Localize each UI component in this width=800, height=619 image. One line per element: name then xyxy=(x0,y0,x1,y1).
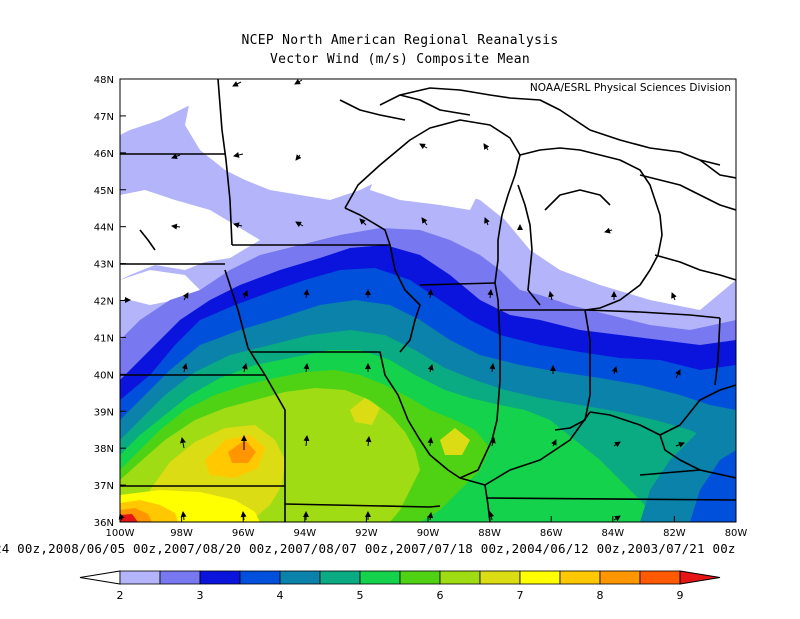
colorbar-tick-label: 8 xyxy=(597,589,604,602)
credit-text: NOAA/ESRL Physical Sciences Division xyxy=(530,82,731,94)
lat-tick-label: 44N xyxy=(94,223,114,234)
composite-dates: 24 00z,2008/06/05 00z,2007/08/20 00z,200… xyxy=(0,541,736,556)
colorbar-swatch xyxy=(119,570,161,585)
map-title-line1: NCEP North American Regional Reanalysis xyxy=(241,33,559,48)
colorbar: 2 3 4 5 6 7 8 9 xyxy=(79,570,721,602)
colorbar-swatch xyxy=(199,570,241,585)
lat-tick-label: 36N xyxy=(94,518,114,529)
lon-tick-label: 80W xyxy=(725,528,748,539)
lat-tick-label: 37N xyxy=(94,481,114,492)
shaded-wind-field xyxy=(120,79,736,522)
colorbar-tick-label: 6 xyxy=(437,589,444,602)
lat-tick-label: 43N xyxy=(94,260,114,271)
colorbar-swatch xyxy=(479,570,521,585)
lat-tick-label: 41N xyxy=(94,333,114,344)
lon-tick-label: 96W xyxy=(232,528,255,539)
colorbar-swatch xyxy=(559,570,601,585)
colorbar-swatch xyxy=(279,570,321,585)
colorbar-swatch xyxy=(159,570,201,585)
colorbar-swatch xyxy=(439,570,481,585)
lon-tick-label: 86W xyxy=(540,528,563,539)
colorbar-left-arrow xyxy=(79,570,121,585)
state-boundaries xyxy=(120,79,736,522)
latitude-axis: 48N 47N 46N 45N 44N 43N 42N 41N 40N 39N 38N 37N 36N xyxy=(94,75,126,529)
credit-box xyxy=(505,80,735,94)
lon-tick-label: 100W xyxy=(106,528,135,539)
lon-tick-label: 92W xyxy=(355,528,378,539)
lat-tick-label: 45N xyxy=(94,186,114,197)
lon-tick-label: 82W xyxy=(663,528,686,539)
lat-tick-label: 42N xyxy=(94,297,114,308)
map-title-line2: Vector Wind (m/s) Composite Mean xyxy=(269,52,531,67)
lon-tick-label: 94W xyxy=(293,528,316,539)
colorbar-tick-label: 3 xyxy=(197,589,204,602)
lon-tick-label: 84W xyxy=(601,528,624,539)
colorbar-swatch xyxy=(639,570,681,585)
colorbar-swatch xyxy=(399,570,441,585)
colorbar-tick-label: 9 xyxy=(677,589,684,602)
colorbar-tick-label: 7 xyxy=(517,589,524,602)
colorbar-right-arrow xyxy=(679,570,721,585)
lon-tick-label: 88W xyxy=(478,528,501,539)
lat-tick-label: 46N xyxy=(94,149,114,160)
lat-tick-label: 47N xyxy=(94,112,114,123)
colorbar-swatch xyxy=(319,570,361,585)
colorbar-tick-label: 2 xyxy=(117,589,124,602)
lat-tick-label: 38N xyxy=(94,444,114,455)
colorbar-tick-label: 5 xyxy=(357,589,364,602)
colorbar-swatch xyxy=(599,570,641,585)
lon-tick-label: 98W xyxy=(170,528,193,539)
lat-tick-label: 48N xyxy=(94,75,114,86)
colorbar-swatch xyxy=(359,570,401,585)
colorbar-swatch xyxy=(519,570,561,585)
lat-tick-label: 39N xyxy=(94,407,114,418)
lon-tick-label: 90W xyxy=(417,528,440,539)
wind-vectors xyxy=(118,78,685,522)
colorbar-swatch xyxy=(239,570,281,585)
longitude-axis: 100W 98W 96W 94W 92W 90W 88W 86W 84W 82W 80W xyxy=(106,516,748,539)
lat-tick-label: 40N xyxy=(94,370,114,381)
colorbar-tick-label: 4 xyxy=(277,589,284,602)
